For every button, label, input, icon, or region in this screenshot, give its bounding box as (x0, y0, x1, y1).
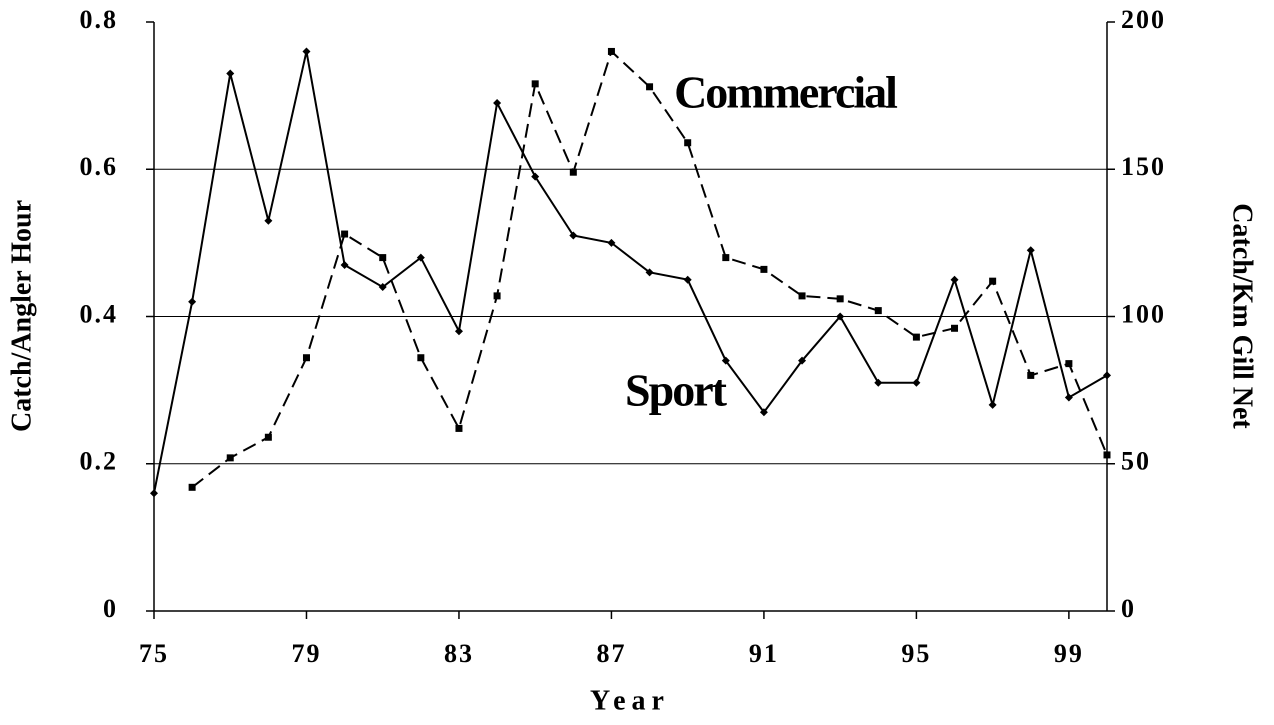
y-tick-label: 0.2 (80, 447, 119, 476)
marker (569, 231, 578, 240)
y-axis-title: Catch/Angler Hour (6, 200, 37, 432)
y-tick-label: 0.6 (80, 152, 119, 181)
marker (684, 139, 692, 147)
marker (569, 168, 577, 176)
marker (645, 268, 654, 277)
marker (989, 277, 997, 285)
marker (226, 69, 235, 78)
marker (264, 216, 273, 225)
marker (874, 378, 883, 387)
marker (950, 275, 959, 284)
marker (951, 324, 959, 332)
marker (607, 47, 615, 55)
y-tick-label: 0.4 (80, 299, 119, 328)
y-tick-label: 0 (103, 594, 118, 623)
marker (759, 408, 768, 417)
marker (493, 98, 502, 107)
marker (1064, 393, 1073, 402)
marker (302, 354, 310, 362)
x-axis-title: Year (590, 685, 670, 716)
marker (798, 292, 806, 300)
series-line (153, 51, 1108, 494)
marker (722, 254, 730, 262)
marker (417, 354, 425, 362)
marker (1026, 246, 1035, 255)
marker (1103, 451, 1111, 459)
x-tick-label: 83 (444, 639, 474, 668)
marker (188, 297, 197, 306)
y2-tick-label: 200 (1121, 5, 1166, 34)
y2-tick-label: 150 (1121, 152, 1166, 181)
y2-tick-label: 50 (1121, 447, 1151, 476)
x-tick-label: 99 (1054, 639, 1084, 668)
marker (721, 356, 730, 365)
marker (912, 333, 920, 341)
y2-axis-title: Catch/Km Gill Net (1227, 203, 1258, 429)
marker (378, 283, 387, 292)
marker (531, 172, 540, 181)
marker (912, 378, 921, 387)
marker (683, 275, 692, 284)
y2-tick-label: 0 (1121, 594, 1136, 623)
annotation: Sport (625, 365, 728, 416)
marker (188, 483, 196, 491)
marker (340, 260, 349, 269)
marker (150, 489, 158, 498)
marker (416, 253, 425, 262)
marker (836, 312, 845, 321)
x-tick-label: 87 (596, 639, 626, 668)
marker (798, 356, 807, 365)
marker (607, 238, 616, 247)
marker (1065, 360, 1073, 368)
marker (493, 292, 501, 300)
x-tick-label: 79 (291, 639, 321, 668)
marker (1103, 371, 1111, 380)
marker (341, 230, 349, 238)
annotation: Commercial (674, 67, 897, 118)
marker (379, 254, 387, 262)
marker (531, 80, 539, 88)
marker (302, 47, 311, 56)
marker (760, 265, 768, 273)
marker (836, 295, 844, 303)
marker (646, 83, 654, 91)
x-tick-label: 91 (749, 639, 779, 668)
marker (455, 424, 463, 432)
x-tick-label: 95 (901, 639, 931, 668)
marker (988, 400, 997, 409)
marker (226, 454, 234, 462)
marker (264, 433, 272, 441)
y-tick-label: 0.8 (80, 5, 119, 34)
y2-tick-label: 100 (1121, 299, 1166, 328)
marker (454, 327, 463, 336)
marker (874, 307, 882, 315)
x-tick-label: 75 (139, 639, 169, 668)
marker (1027, 371, 1035, 379)
